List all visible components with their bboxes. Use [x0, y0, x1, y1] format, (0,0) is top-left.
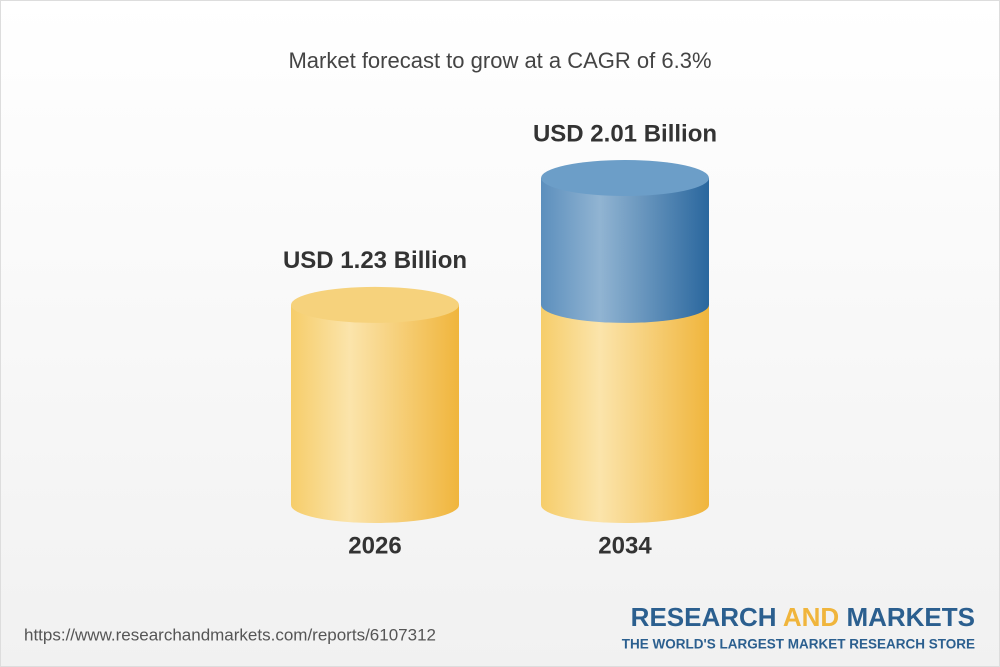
brand-word: MARKETS: [846, 602, 975, 632]
cylinder-top: [541, 160, 709, 196]
category-label: 2026: [348, 532, 401, 559]
value-label: USD 1.23 Billion: [283, 247, 467, 274]
cylinder-body: [291, 304, 459, 523]
brand-word: RESEARCH: [631, 602, 777, 632]
brand-tagline: THE WORLD'S LARGEST MARKET RESEARCH STOR…: [622, 637, 975, 652]
source-url: https://www.researchandmarkets.com/repor…: [24, 625, 436, 644]
category-label: 2034: [598, 532, 652, 559]
brand-word: AND: [783, 602, 839, 632]
value-label: USD 2.01 Billion: [533, 120, 717, 147]
plot: USD 1.23 Billion 2026 USD 2.01 Billion 2034: [283, 120, 717, 559]
cylinder-base-body: [541, 286, 709, 523]
chart-title: Market forecast to grow at a CAGR of 6.3…: [288, 48, 711, 73]
brand-logo: RESEARCH AND MARKETS: [631, 602, 975, 632]
cylinder-growth-body: [541, 178, 709, 323]
cylinder-top: [291, 286, 459, 323]
